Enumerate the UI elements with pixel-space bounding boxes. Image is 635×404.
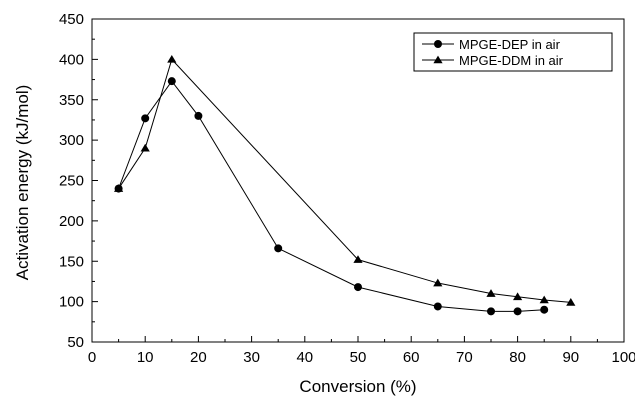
x-tick-label: 90 xyxy=(562,349,579,366)
data-point xyxy=(486,289,496,297)
x-tick-label: 70 xyxy=(456,349,473,366)
data-point xyxy=(566,298,576,306)
data-point xyxy=(433,302,442,311)
y-axis-ticks: 50 100 150 200 250 300 350 400 450 xyxy=(59,11,98,351)
series-line xyxy=(118,58,571,303)
data-point xyxy=(353,255,363,263)
data-point xyxy=(167,77,176,86)
x-tick-label: 0 xyxy=(88,349,96,366)
legend-item: MPGE-DEP in air xyxy=(422,37,561,52)
x-tick-label: 10 xyxy=(137,349,154,366)
x-tick-label: 40 xyxy=(296,349,313,366)
x-tick-label: 100 xyxy=(611,349,635,366)
data-point xyxy=(114,184,124,192)
data-point xyxy=(194,111,203,120)
data-point xyxy=(513,307,522,316)
x-tick-label: 30 xyxy=(243,349,260,366)
data-point xyxy=(433,278,443,287)
data-point xyxy=(513,292,523,301)
x-tick-label: 50 xyxy=(350,349,367,366)
data-point xyxy=(274,244,283,253)
y-tick-label: 450 xyxy=(59,11,84,28)
series-1 xyxy=(114,77,549,316)
y-axis-title: Activation energy (kJ/mol) xyxy=(13,85,32,281)
data-point xyxy=(167,54,177,63)
x-tick-label: 60 xyxy=(403,349,420,366)
legend-item: MPGE-DDM in air xyxy=(422,53,564,68)
series-layer xyxy=(114,54,576,316)
y-tick-label: 50 xyxy=(67,334,84,351)
data-point xyxy=(354,283,362,292)
data-point xyxy=(539,295,549,304)
series-line xyxy=(118,80,545,312)
y-tick-label: 150 xyxy=(59,253,84,270)
data-point xyxy=(487,307,495,316)
y-tick-label: 400 xyxy=(59,51,84,68)
legend-marker xyxy=(434,40,442,48)
x-tick-label: 80 xyxy=(509,349,526,366)
legend-box xyxy=(413,32,613,72)
data-point xyxy=(140,143,150,152)
x-tick-label: 20 xyxy=(190,349,207,366)
y-tick-label: 100 xyxy=(59,294,84,311)
plot-frame xyxy=(91,18,625,343)
x-axis-ticks: 0 10 20 30 40 50 60 70 80 90 100 xyxy=(88,336,635,366)
legend-marker xyxy=(433,55,443,64)
y-tick-label: 250 xyxy=(59,173,84,190)
x-axis-title: Conversion (%) xyxy=(299,377,416,396)
series-2 xyxy=(114,54,576,306)
y-tick-label: 350 xyxy=(59,92,84,109)
legend-label: MPGE-DDM in air xyxy=(459,53,564,68)
legend-label: MPGE-DEP in air xyxy=(459,37,561,52)
data-point xyxy=(141,114,150,123)
data-point xyxy=(540,305,549,314)
y-tick-label: 300 xyxy=(59,132,84,149)
y-tick-label: 200 xyxy=(59,213,84,230)
